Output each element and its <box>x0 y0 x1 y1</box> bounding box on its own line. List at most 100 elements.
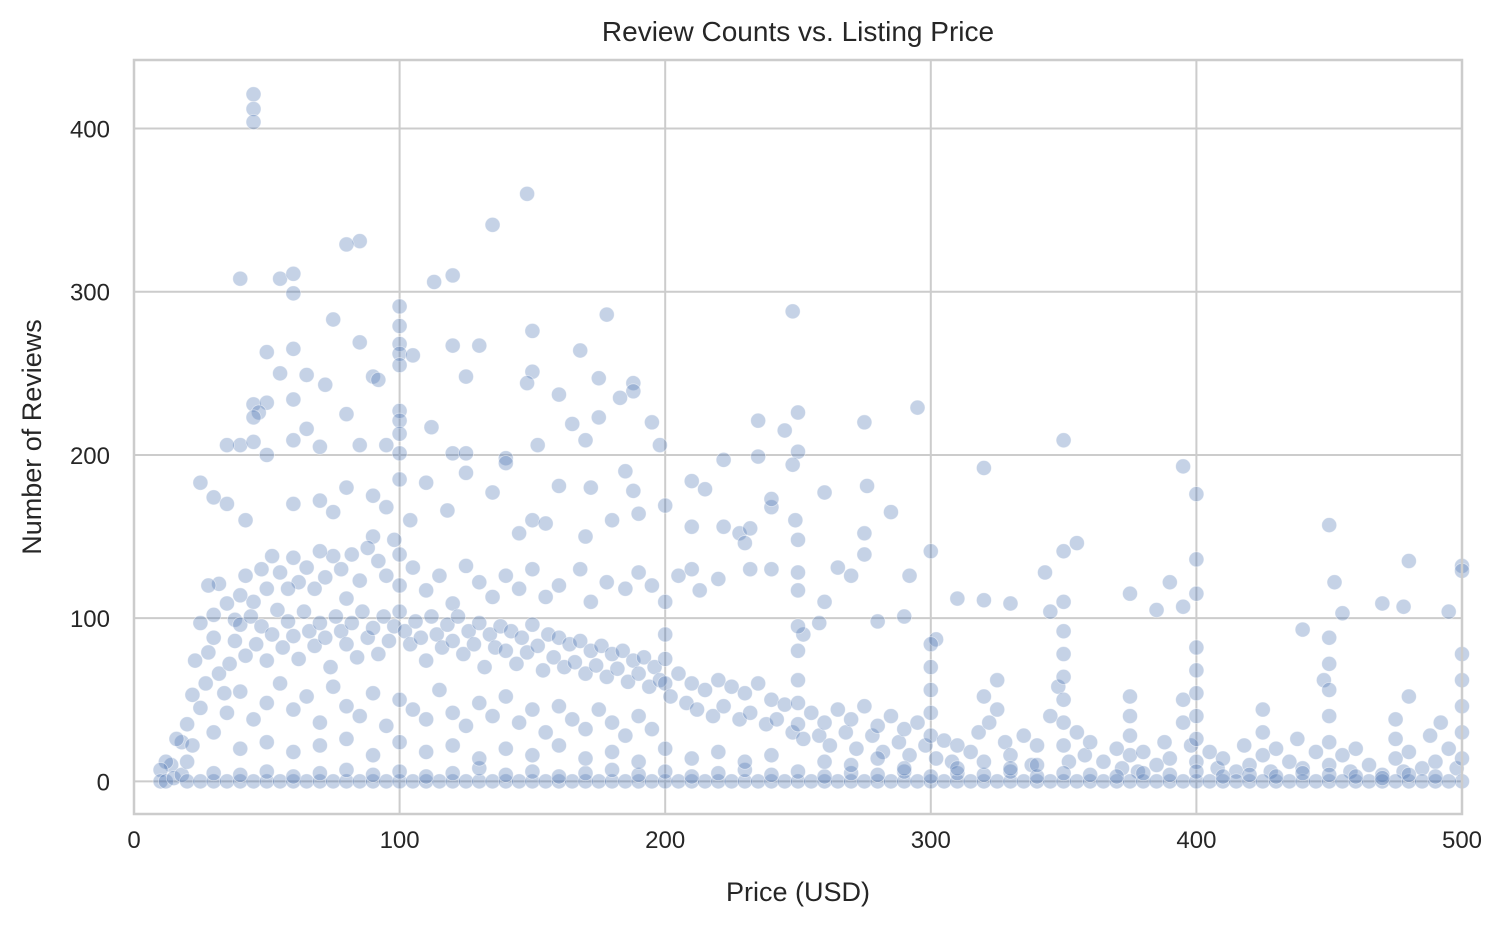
scatter-point <box>617 463 634 480</box>
scatter-point <box>790 618 806 635</box>
scatter-point <box>551 478 567 494</box>
grid-lines <box>133 60 1463 814</box>
scatter-point <box>620 673 636 690</box>
scatter-point <box>519 185 535 202</box>
scatter-point <box>604 512 620 529</box>
scatter-point <box>869 613 886 630</box>
scatter-point <box>683 750 700 767</box>
scatter-point <box>1175 598 1192 615</box>
scatter-point <box>227 633 243 649</box>
scatter-point <box>683 773 700 790</box>
scatter-point <box>537 773 554 790</box>
scatter-point <box>657 626 674 643</box>
scatter-point <box>790 695 806 711</box>
x-axis-label: Price (USD) <box>726 877 870 907</box>
scatter-point <box>370 646 387 662</box>
scatter-point <box>1400 744 1417 760</box>
scatter-point <box>197 675 214 692</box>
scatter-point <box>370 553 387 569</box>
scatter-point <box>670 773 687 790</box>
scatter-point <box>317 376 334 393</box>
scatter-point <box>864 727 881 744</box>
scatter-point <box>219 595 235 612</box>
scatter-point <box>386 531 403 548</box>
scatter-point <box>232 740 249 757</box>
scatter-point <box>1135 773 1152 790</box>
scatter-point <box>404 773 421 790</box>
scatter-point <box>471 574 488 591</box>
scatter-point <box>1321 655 1338 672</box>
scatter-point <box>378 567 395 584</box>
scatter-point <box>710 571 727 587</box>
scatter-point <box>497 773 514 790</box>
scatter-point <box>365 747 381 764</box>
scatter-point <box>803 773 820 790</box>
scatter-point <box>471 750 488 767</box>
scatter-point <box>736 535 753 551</box>
scatter-point <box>869 750 886 767</box>
scatter-point <box>312 765 328 782</box>
scatter-point <box>418 474 435 491</box>
scatter-point <box>1294 760 1311 777</box>
scatter-point <box>1068 724 1085 741</box>
scatter-point <box>1002 760 1019 777</box>
scatter-point <box>976 753 992 770</box>
scatter-point <box>1387 773 1404 790</box>
scatter-point <box>750 675 767 692</box>
scatter-point <box>232 616 249 633</box>
scatter-point <box>1374 770 1391 786</box>
scatter-point <box>184 686 201 703</box>
scatter-point <box>1334 773 1351 790</box>
scatter-point <box>1395 598 1412 615</box>
scatter-point <box>245 396 262 413</box>
scatter-point <box>211 665 227 682</box>
scatter-point <box>205 773 222 790</box>
scatter-point <box>742 561 759 578</box>
scatter-point <box>625 482 642 499</box>
scatter-point <box>715 518 732 535</box>
scatter-point <box>1374 773 1391 790</box>
scatter-point <box>359 629 376 646</box>
scatter-point <box>710 744 727 760</box>
y-tick-labels: 0 100 200 300 400 <box>70 117 110 797</box>
scatter-point <box>856 525 873 542</box>
scatter-point <box>444 445 461 462</box>
scatter-point <box>644 414 660 431</box>
scatter-point <box>285 285 302 302</box>
scatter-point <box>811 615 828 631</box>
scatter-point <box>351 572 368 589</box>
scatter-point <box>497 740 514 757</box>
scatter-point <box>790 773 806 790</box>
scatter-point <box>1347 768 1364 785</box>
scatter-point <box>604 714 620 731</box>
scatter-point <box>1254 747 1271 764</box>
scatter-point <box>391 345 408 362</box>
scatter-point <box>455 646 472 662</box>
scatter-point <box>577 721 594 738</box>
scatter-point <box>731 525 748 542</box>
scatter-point <box>484 708 501 724</box>
scatter-point <box>976 688 992 705</box>
scatter-point <box>351 437 368 454</box>
scatter-point <box>245 409 262 426</box>
scatter-point <box>1002 773 1019 790</box>
scatter-point <box>285 432 302 449</box>
scatter-point <box>1029 768 1045 785</box>
scatter-point <box>636 649 652 666</box>
scatter-point <box>1414 760 1431 777</box>
scatter-point <box>497 455 514 472</box>
scatter-point <box>976 773 992 790</box>
scatter-point <box>593 638 610 654</box>
scatter-point <box>1068 773 1085 790</box>
scatter-point <box>338 590 355 607</box>
scatter-point <box>604 744 620 760</box>
scatter-point <box>790 672 806 689</box>
scatter-point <box>219 773 235 790</box>
scatter-point <box>1175 458 1192 475</box>
scatter-point <box>418 744 435 760</box>
scatter-point <box>803 704 820 721</box>
scatter-point <box>1188 662 1205 679</box>
scatter-point <box>431 773 448 790</box>
scatter-point <box>205 629 222 646</box>
scatter-point <box>200 644 217 661</box>
